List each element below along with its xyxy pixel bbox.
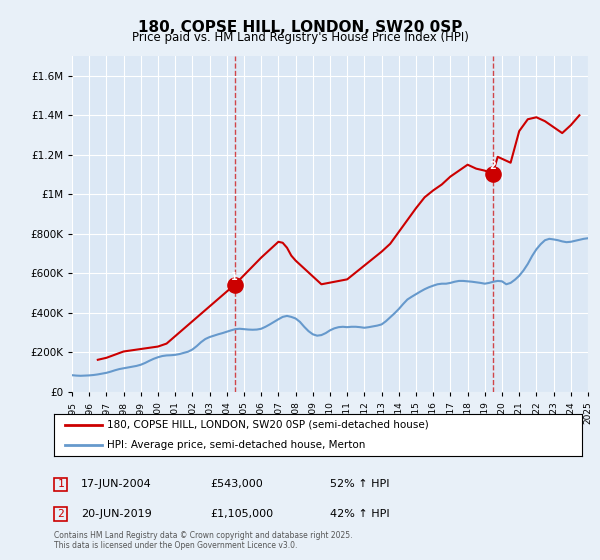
Text: 1: 1 (232, 272, 238, 282)
Point (230, 280, 239, 289)
Text: 17-JUN-2004: 17-JUN-2004 (81, 479, 152, 489)
Text: 20-JUN-2019: 20-JUN-2019 (81, 509, 152, 519)
Text: £1,105,000: £1,105,000 (210, 509, 273, 519)
Text: Contains HM Land Registry data © Crown copyright and database right 2025.
This d: Contains HM Land Registry data © Crown c… (54, 530, 353, 550)
Point (488, 169, 497, 178)
Text: 180, COPSE HILL, LONDON, SW20 0SP (semi-detached house): 180, COPSE HILL, LONDON, SW20 0SP (semi-… (107, 420, 428, 430)
Text: 52% ↑ HPI: 52% ↑ HPI (330, 479, 389, 489)
Text: 1: 1 (57, 479, 64, 489)
Text: HPI: Average price, semi-detached house, Merton: HPI: Average price, semi-detached house,… (107, 440, 365, 450)
Text: 180, COPSE HILL, LONDON, SW20 0SP: 180, COPSE HILL, LONDON, SW20 0SP (138, 20, 462, 35)
Text: 42% ↑ HPI: 42% ↑ HPI (330, 509, 389, 519)
Text: 2: 2 (57, 509, 64, 519)
Text: Price paid vs. HM Land Registry's House Price Index (HPI): Price paid vs. HM Land Registry's House … (131, 31, 469, 44)
Text: £543,000: £543,000 (210, 479, 263, 489)
Text: 2: 2 (490, 161, 496, 171)
